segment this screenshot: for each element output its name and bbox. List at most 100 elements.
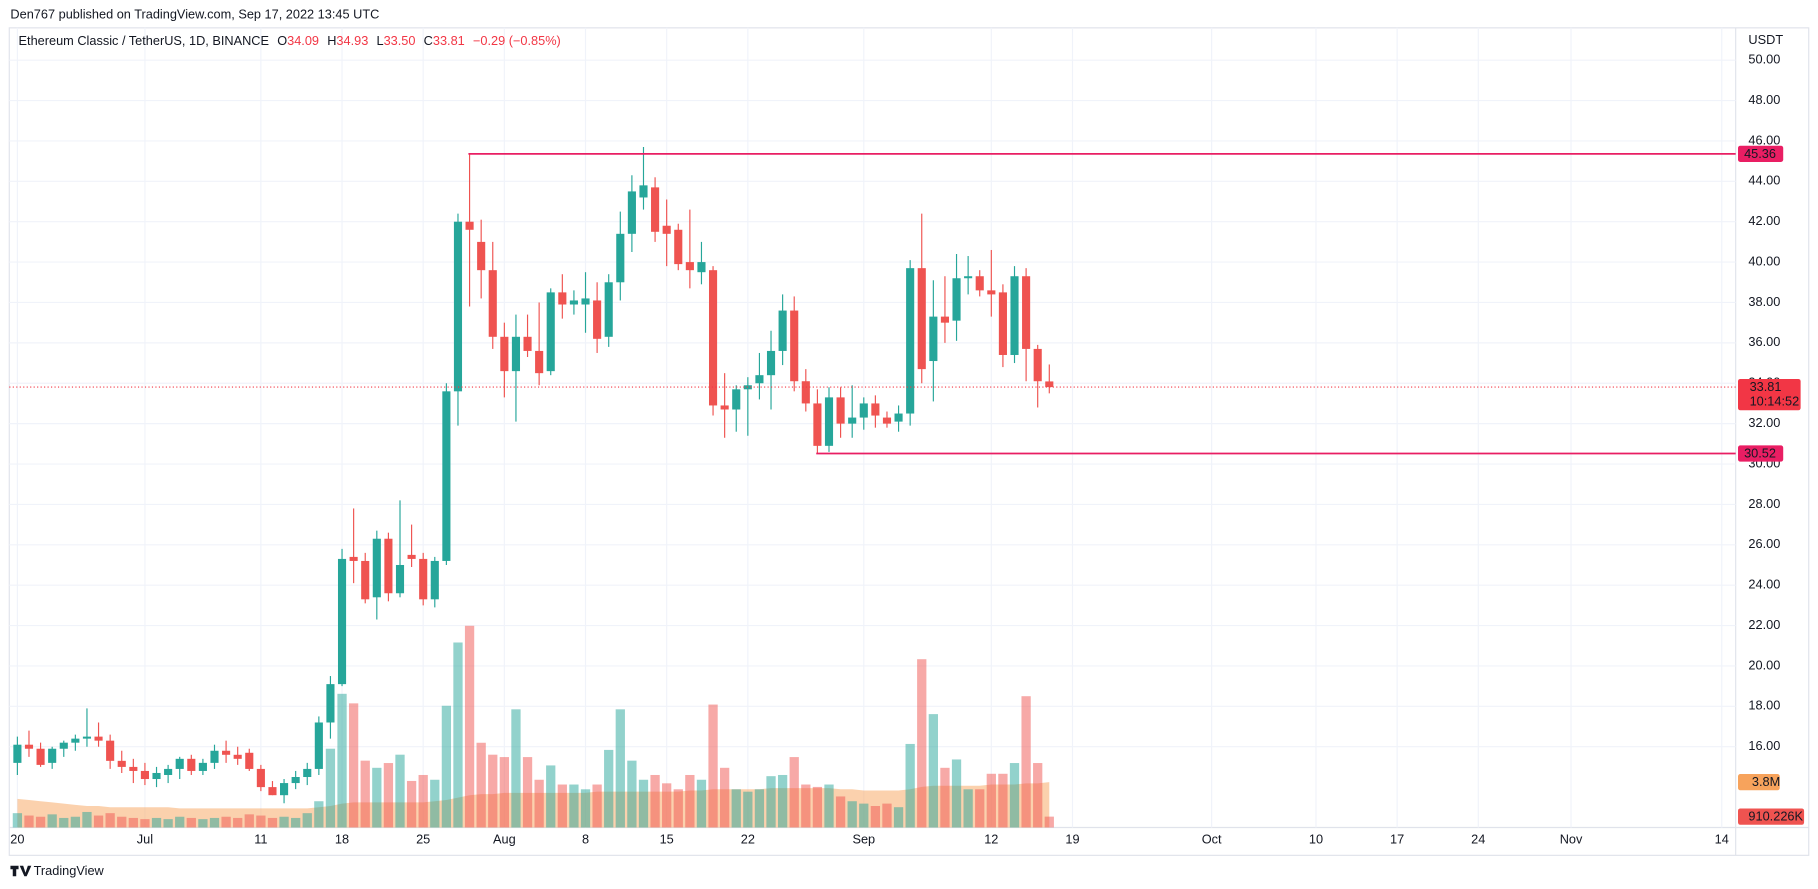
- countdown: 10:14:52: [1750, 394, 1800, 409]
- candle-body: [917, 268, 926, 370]
- volume-bar: [117, 816, 127, 828]
- volume-bar: [198, 819, 208, 828]
- candle-body: [372, 538, 381, 598]
- candles: [13, 146, 1054, 804]
- volume-bar: [82, 811, 92, 828]
- volume-bar: [882, 803, 892, 828]
- candle-body: [407, 554, 416, 559]
- candle-body: [222, 750, 231, 755]
- candle-body: [824, 397, 834, 446]
- candle-body: [129, 766, 138, 771]
- volume-bar: [847, 801, 857, 828]
- candle-body: [314, 722, 323, 769]
- candle-body: [256, 768, 265, 788]
- legend-change: −0.29 (−0.85%): [473, 33, 561, 48]
- y-tick-label: 50.00: [1748, 52, 1780, 67]
- candle-body: [1010, 276, 1019, 355]
- volume-bar: [291, 817, 301, 828]
- candle-body: [581, 298, 590, 305]
- candle-body: [697, 262, 706, 273]
- candle-body: [210, 750, 219, 763]
- candle-body: [720, 405, 729, 410]
- price-unit: USDT: [1748, 32, 1783, 47]
- volume-bar: [546, 765, 556, 828]
- candle-body: [766, 350, 776, 376]
- x-tick-label: Nov: [1560, 832, 1583, 847]
- volume-bar: [638, 779, 649, 828]
- volume-bar: [209, 817, 220, 828]
- legend-symbol: Ethereum Classic / TetherUS, 1D, BINANCE: [19, 33, 269, 48]
- candle-body: [117, 760, 126, 767]
- candle-body: [674, 229, 683, 265]
- volume-bar: [441, 705, 452, 828]
- volume-bar: [951, 759, 962, 828]
- candle-body: [59, 742, 68, 749]
- volume-bar: [604, 749, 614, 828]
- volume-bar: [175, 816, 185, 828]
- volume-bar: [105, 813, 115, 828]
- volume-bar: [233, 817, 243, 828]
- candle-body: [662, 225, 671, 234]
- candle-body: [790, 310, 799, 382]
- candle-body: [848, 417, 857, 424]
- x-tick-label: 20: [10, 832, 24, 847]
- volume-bar: [1009, 763, 1020, 828]
- level-label: 30.52: [1744, 445, 1776, 460]
- volume-bar: [835, 796, 846, 828]
- volume-bar: [302, 813, 312, 828]
- volume-bar: [696, 779, 707, 828]
- x-tick-label: 19: [1065, 832, 1079, 847]
- candle-body: [708, 270, 718, 406]
- candle-body: [280, 783, 289, 796]
- y-tick-label: 24.00: [1748, 577, 1780, 592]
- x-tick-label: 12: [984, 832, 998, 847]
- candle-body: [511, 336, 521, 372]
- candle-body: [291, 777, 300, 784]
- volume-bar: [720, 767, 730, 828]
- volume-bar: [743, 791, 753, 828]
- candle-body: [778, 310, 787, 351]
- volume-bar: [859, 803, 869, 828]
- y-tick-label: 16.00: [1748, 738, 1780, 753]
- y-tick-label: 18.00: [1748, 698, 1780, 713]
- chart-frame: [8, 27, 1810, 856]
- x-tick-label: 8: [582, 832, 589, 847]
- volume-bar: [905, 743, 915, 828]
- candle-body: [303, 768, 312, 778]
- candle-body: [187, 758, 196, 771]
- candle-body: [198, 762, 207, 771]
- x-tick-label: 15: [660, 832, 674, 847]
- volume-bar: [627, 760, 637, 828]
- candle-body: [82, 736, 92, 739]
- candle-body: [535, 350, 544, 374]
- volume-bar: [406, 780, 417, 828]
- brand-logo: [10, 865, 32, 877]
- candle-body: [233, 754, 242, 759]
- volume-ma-label-box: [1737, 774, 1780, 791]
- volume-bar: [928, 714, 938, 828]
- volume-bar: [685, 774, 695, 828]
- candle-body: [685, 262, 694, 271]
- candle-body: [1022, 276, 1031, 349]
- y-tick-label: 40.00: [1748, 253, 1780, 268]
- price-label-box: [1737, 378, 1801, 411]
- volume-bar: [47, 814, 57, 828]
- candle-body: [732, 389, 741, 410]
- candle-body: [975, 276, 984, 291]
- candle-body: [140, 770, 149, 780]
- candle-body: [419, 558, 428, 600]
- legend-open: 34.09: [287, 33, 319, 48]
- y-tick-label: 28.00: [1748, 496, 1780, 511]
- candle-body: [384, 538, 393, 594]
- x-tick-label: Sep: [852, 832, 875, 847]
- volume-bar: [789, 757, 799, 828]
- candle-body: [627, 191, 636, 234]
- legend-high: 34.93: [336, 33, 368, 48]
- legend-open-label: O: [277, 33, 287, 48]
- volume-bar: [372, 767, 382, 828]
- volume-bar: [975, 789, 985, 828]
